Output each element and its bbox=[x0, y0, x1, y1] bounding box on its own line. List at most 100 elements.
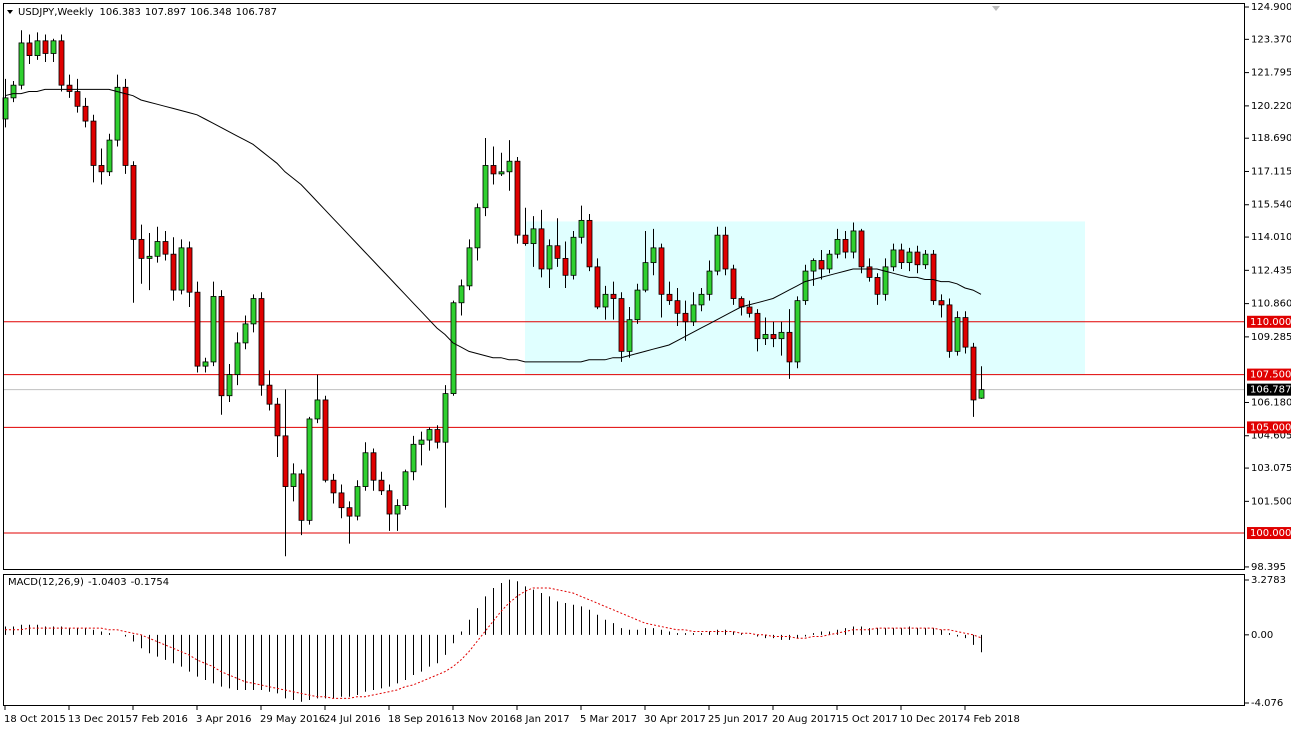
candle-body bbox=[322, 399, 329, 481]
candle-body bbox=[626, 319, 633, 352]
candle-body bbox=[890, 249, 897, 268]
candle-body bbox=[122, 86, 129, 166]
candle-body bbox=[538, 228, 545, 270]
close-value: 106.787 bbox=[236, 7, 277, 18]
candle-body bbox=[818, 260, 825, 270]
level-tag bbox=[1247, 315, 1291, 328]
candle-body bbox=[378, 479, 385, 492]
candle-body bbox=[546, 245, 553, 270]
candle-body bbox=[34, 40, 41, 57]
header: USDJPY,Weekly 106.383 107.897 106.348 106.78… bbox=[18, 7, 277, 18]
y-tick-label: 112.435 bbox=[1251, 265, 1291, 276]
menu-arrow[interactable] bbox=[7, 10, 13, 14]
level-tag bbox=[1247, 368, 1291, 381]
candle-body bbox=[210, 296, 217, 363]
candle-body bbox=[778, 331, 785, 340]
y-tick-label: 114.010 bbox=[1251, 232, 1291, 243]
x-tick-label: 20 Aug 2017 bbox=[772, 714, 836, 725]
x-tick-label: 30 Apr 2017 bbox=[644, 714, 706, 725]
candle-body bbox=[770, 334, 777, 340]
candle-body bbox=[18, 42, 25, 86]
candle-body bbox=[730, 268, 737, 299]
x-tick-label: 18 Oct 2015 bbox=[4, 714, 66, 725]
candle-body bbox=[490, 165, 497, 175]
level-label: 107.500 bbox=[1250, 370, 1291, 381]
price-panel: 124.900 123.370 121.795 120.220 118.690 117.1… bbox=[2, 2, 1291, 573]
y-tick-label: 123.370 bbox=[1251, 34, 1291, 45]
candle-body bbox=[690, 304, 697, 323]
candle-body bbox=[266, 384, 273, 405]
x-tick-label: 5 Mar 2017 bbox=[580, 714, 637, 725]
candle-body bbox=[594, 266, 601, 308]
candle-body bbox=[226, 374, 233, 397]
candle-body bbox=[722, 234, 729, 270]
candle-body bbox=[42, 40, 49, 54]
candle-body bbox=[338, 492, 345, 509]
y-tick-label: 124.900 bbox=[1251, 2, 1291, 13]
candle-body bbox=[10, 84, 17, 99]
candle-body bbox=[746, 306, 753, 314]
candle-body bbox=[386, 490, 393, 515]
candle-body bbox=[658, 247, 665, 295]
level-label: 110.000 bbox=[1250, 317, 1291, 328]
x-tick-label: 7 Feb 2016 bbox=[132, 714, 188, 725]
candle-body bbox=[930, 253, 937, 302]
candle-body bbox=[90, 120, 97, 166]
candle-body bbox=[354, 486, 361, 517]
candle-body bbox=[194, 291, 201, 367]
y-tick-label: 3.2783 bbox=[1251, 575, 1286, 586]
candle-body bbox=[906, 251, 913, 264]
candle-body bbox=[482, 165, 489, 209]
candle-body bbox=[706, 270, 713, 295]
signal-line bbox=[5, 587, 982, 699]
low-value: 106.348 bbox=[190, 7, 231, 18]
candle-body bbox=[634, 289, 641, 321]
candle-body bbox=[794, 300, 801, 363]
candle-body bbox=[978, 389, 985, 399]
candle-body bbox=[922, 253, 929, 266]
x-tick-label: 10 Dec 2017 bbox=[900, 714, 964, 725]
open-value: 106.383 bbox=[100, 7, 141, 18]
bid-label: 106.787 bbox=[1250, 385, 1291, 396]
x-tick-label: 4 Feb 2018 bbox=[964, 714, 1020, 725]
y-tick-label: 115.540 bbox=[1251, 200, 1291, 211]
candle-body bbox=[898, 249, 905, 264]
candle-body bbox=[426, 429, 433, 441]
candle-body bbox=[642, 262, 649, 291]
symbol-title: USDJPY,Weekly bbox=[18, 7, 94, 18]
y-tick-label: 120.220 bbox=[1251, 101, 1291, 112]
candle-body bbox=[754, 312, 761, 340]
candle-body bbox=[834, 238, 841, 255]
level-tag bbox=[1247, 421, 1291, 434]
candle-body bbox=[178, 247, 185, 291]
candle-body bbox=[74, 91, 81, 107]
candle-body bbox=[674, 300, 681, 314]
candle-body bbox=[314, 399, 321, 420]
moving-average bbox=[4, 88, 982, 363]
candle-body bbox=[298, 473, 305, 521]
candle-body bbox=[578, 219, 585, 238]
bid-tag bbox=[1247, 383, 1291, 396]
candle-body bbox=[106, 139, 113, 173]
candle-body bbox=[826, 253, 833, 270]
candle-body bbox=[522, 234, 529, 245]
level-tag bbox=[1247, 527, 1291, 540]
y-tick-label: 106.180 bbox=[1251, 397, 1291, 408]
price-frame bbox=[3, 3, 1245, 570]
candle-body bbox=[410, 443, 417, 473]
x-tick-label: 3 Apr 2016 bbox=[196, 714, 251, 725]
macd-panel: 3.2783 0.00 -4.076 bbox=[5, 575, 1286, 709]
candle-body bbox=[530, 228, 537, 245]
candle-body bbox=[250, 298, 257, 325]
candle-body bbox=[258, 298, 265, 386]
candle-body bbox=[290, 473, 297, 487]
x-tick-label: 8 Jan 2017 bbox=[516, 714, 570, 725]
candle-body bbox=[962, 317, 969, 348]
candle-body bbox=[738, 298, 745, 308]
candle-body bbox=[882, 266, 889, 295]
candle-body bbox=[682, 312, 689, 323]
candle-body bbox=[858, 230, 865, 268]
candle-body bbox=[442, 393, 449, 443]
candle-body bbox=[810, 260, 817, 272]
